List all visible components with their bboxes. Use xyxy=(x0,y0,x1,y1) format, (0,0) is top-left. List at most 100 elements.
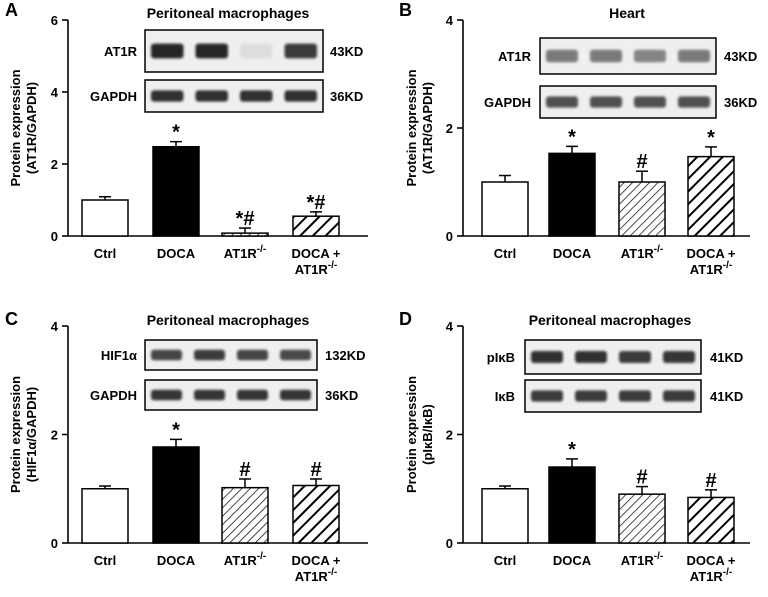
blot-band xyxy=(663,351,695,363)
x-tick-label-line2: AT1R-/- xyxy=(295,567,337,584)
y-tick-label: 0 xyxy=(446,536,453,551)
blot-label: GAPDH xyxy=(90,89,137,104)
x-tick-label: AT1R-/- xyxy=(224,244,266,261)
significance-marker: # xyxy=(310,459,321,481)
bar xyxy=(618,181,666,237)
blot-mw-label: 43KD xyxy=(330,44,363,59)
panel-title: Peritoneal macrophages xyxy=(147,5,310,21)
bar xyxy=(221,486,269,544)
x-tick-label-line2: AT1R-/- xyxy=(690,260,732,277)
bar xyxy=(481,488,529,544)
x-tick-label: AT1R-/- xyxy=(224,551,266,568)
blot-label: HIF1α xyxy=(101,348,137,363)
blot-band xyxy=(575,390,607,402)
blot-band xyxy=(284,43,317,59)
y-tick-label: 0 xyxy=(51,229,58,244)
blot-band xyxy=(634,49,666,63)
y-tick-label: 6 xyxy=(51,13,58,28)
blot-mw-label: 41KD xyxy=(710,350,743,365)
blot-strip: IκB 41KD xyxy=(495,379,743,413)
blot-band xyxy=(151,90,184,102)
blot-band xyxy=(590,49,622,63)
blot-strip: GAPDH 36KD xyxy=(90,79,363,113)
blot-label: AT1R xyxy=(498,49,532,64)
blot-strip: AT1R 43KD xyxy=(104,29,363,73)
bar xyxy=(152,145,200,237)
y-tick-label: 2 xyxy=(51,428,58,443)
y-tick-label: 4 xyxy=(446,319,454,334)
blot-band xyxy=(240,90,273,102)
blot-strip: GAPDH 36KD xyxy=(484,85,757,119)
blot-label: GAPDH xyxy=(484,95,531,110)
blot-band xyxy=(240,43,273,59)
x-tick-label: DOCA xyxy=(157,553,196,568)
y-axis-label-line2: (AT1R/GAPDH) xyxy=(420,82,435,174)
blot-band xyxy=(678,96,710,108)
x-tick-label: DOCA xyxy=(553,246,592,261)
x-tick-label: DOCA + xyxy=(687,553,736,568)
x-tick-label: DOCA xyxy=(157,246,196,261)
panel-title: Peritoneal macrophages xyxy=(529,312,692,328)
bar xyxy=(292,215,340,237)
y-axis-label-line1: Protein expression xyxy=(404,69,419,186)
significance-marker: * xyxy=(172,122,180,144)
x-tick-label: DOCA + xyxy=(687,246,736,261)
blot-band xyxy=(284,90,317,102)
panel-title: Heart xyxy=(609,5,645,21)
blot-band xyxy=(678,49,710,63)
x-tick-label-line2: AT1R-/- xyxy=(295,260,337,277)
blot-band xyxy=(531,351,563,363)
panel-d: D Peritoneal macrophages Protein expressio… xyxy=(399,309,750,584)
blot-band xyxy=(575,351,607,363)
blot-band xyxy=(280,349,311,361)
significance-marker: *# xyxy=(307,192,326,214)
blot-label: AT1R xyxy=(104,44,138,59)
panel-letter: A xyxy=(5,0,18,20)
panel-c: C Peritoneal macrophages Protein expressio… xyxy=(5,309,368,584)
bar xyxy=(548,466,596,544)
panel-letter: C xyxy=(5,309,18,329)
panel-title: Peritoneal macrophages xyxy=(147,312,310,328)
blot-mw-label: 41KD xyxy=(710,389,743,404)
blot-mw-label: 43KD xyxy=(724,49,757,64)
bar xyxy=(292,484,340,544)
significance-marker: *# xyxy=(236,208,255,230)
y-tick-label: 4 xyxy=(446,13,454,28)
x-tick-label: DOCA + xyxy=(292,553,341,568)
y-axis-label-line2: (AT1R/GAPDH) xyxy=(24,82,39,174)
blot-band xyxy=(663,390,695,402)
blot-label: IκB xyxy=(495,389,515,404)
significance-marker: # xyxy=(636,467,647,489)
significance-marker: * xyxy=(568,126,576,148)
x-tick-label: Ctrl xyxy=(494,553,516,568)
bar xyxy=(548,152,596,237)
x-tick-label: Ctrl xyxy=(494,246,516,261)
y-tick-label: 0 xyxy=(446,229,453,244)
y-tick-label: 2 xyxy=(446,428,453,443)
significance-marker: * xyxy=(707,127,715,149)
x-tick-label: DOCA + xyxy=(292,246,341,261)
y-tick-label: 2 xyxy=(51,157,58,172)
x-tick-label: DOCA xyxy=(553,553,592,568)
blot-band xyxy=(619,351,651,363)
bar xyxy=(81,488,129,544)
blot-strip: pIκB 41KD xyxy=(487,339,743,375)
bar xyxy=(221,232,269,237)
y-axis-label: Protein expression (pIκB/IκB) xyxy=(404,376,435,493)
significance-marker: # xyxy=(239,459,250,481)
y-tick-label: 2 xyxy=(446,121,453,136)
blot-band xyxy=(195,90,228,102)
y-axis-label: Protein expression (AT1R/GAPDH) xyxy=(8,69,39,186)
panel-a: A Peritoneal macrophages Protein expressio… xyxy=(5,0,368,277)
blot-mw-label: 36KD xyxy=(330,89,363,104)
blot-band xyxy=(237,389,268,401)
x-tick-label: AT1R-/- xyxy=(621,244,663,261)
blot-strip: AT1R 43KD xyxy=(498,37,757,75)
bar xyxy=(618,493,666,544)
blot-strip: HIF1α 132KD xyxy=(101,339,365,371)
x-tick-label-line2: AT1R-/- xyxy=(690,567,732,584)
x-tick-label: Ctrl xyxy=(94,553,116,568)
blot-label: pIκB xyxy=(487,350,515,365)
significance-marker: * xyxy=(172,419,180,441)
